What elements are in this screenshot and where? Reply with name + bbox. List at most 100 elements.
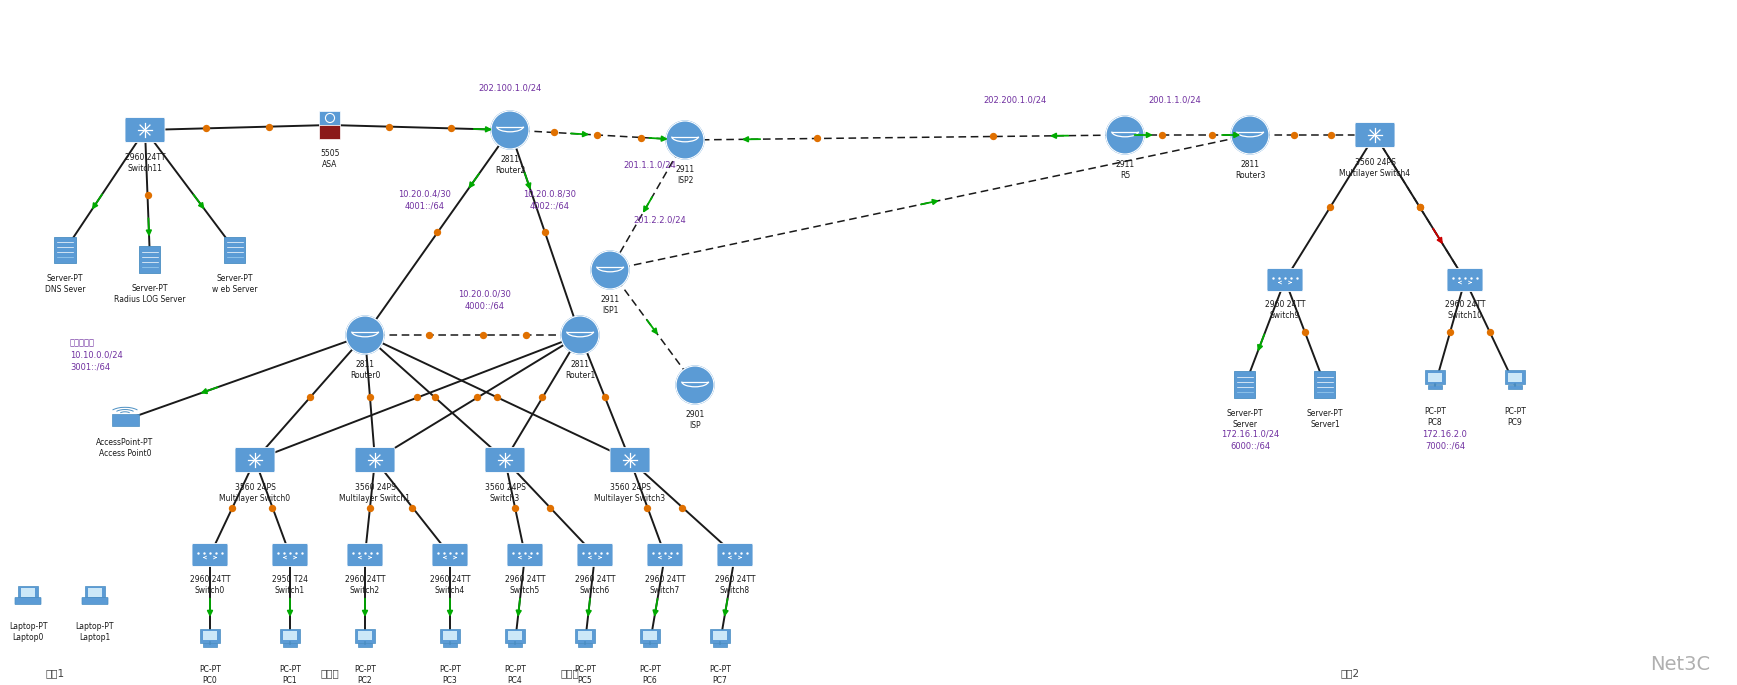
FancyBboxPatch shape (1315, 371, 1336, 399)
Point (532, 227, 559, 238)
Text: 教学楼: 教学楼 (321, 668, 339, 678)
Point (1440, 273, 1468, 284)
Text: 2960 24TT
Switch2: 2960 24TT Switch2 (344, 575, 386, 595)
Text: 2960 24TT
Switch8: 2960 24TT Switch8 (714, 575, 756, 595)
Point (1317, 129, 1344, 140)
Point (134, 190, 162, 201)
Point (575, 547, 603, 558)
FancyBboxPatch shape (712, 631, 728, 640)
Point (356, 502, 384, 513)
FancyBboxPatch shape (17, 586, 38, 599)
Text: PC-PT
PC1: PC-PT PC1 (280, 665, 301, 685)
Point (662, 547, 690, 558)
Point (469, 329, 497, 340)
Point (1407, 202, 1435, 213)
Text: 2911
ISP2: 2911 ISP2 (676, 165, 695, 186)
FancyBboxPatch shape (87, 588, 102, 597)
FancyBboxPatch shape (358, 643, 372, 647)
Point (511, 547, 538, 558)
Circle shape (665, 121, 703, 159)
FancyBboxPatch shape (1508, 373, 1522, 382)
Text: 200.1.1.0/24: 200.1.1.0/24 (1148, 95, 1202, 105)
Text: 2960 24TT
Switch7: 2960 24TT Switch7 (644, 575, 686, 595)
Point (1271, 273, 1299, 284)
FancyBboxPatch shape (710, 629, 730, 643)
Point (733, 547, 761, 558)
Point (592, 547, 620, 558)
FancyBboxPatch shape (439, 629, 460, 643)
Point (582, 547, 610, 558)
FancyBboxPatch shape (82, 597, 108, 604)
Point (1450, 273, 1478, 284)
FancyBboxPatch shape (283, 631, 297, 640)
Text: PC-PT
PC0: PC-PT PC0 (200, 665, 221, 685)
Point (587, 547, 615, 558)
Point (191, 547, 219, 558)
FancyBboxPatch shape (347, 543, 382, 566)
Text: 服务器区域
10.10.0.0/24
3001::/64: 服务器区域 10.10.0.0/24 3001::/64 (69, 338, 123, 371)
FancyBboxPatch shape (273, 543, 307, 566)
FancyBboxPatch shape (1504, 371, 1525, 384)
FancyBboxPatch shape (125, 118, 165, 142)
Point (646, 547, 674, 558)
Text: 3560 24PS
Multilayer Switch1: 3560 24PS Multilayer Switch1 (339, 483, 410, 503)
Text: PC-PT
PC3: PC-PT PC3 (439, 665, 460, 685)
FancyBboxPatch shape (646, 543, 683, 566)
Text: 2960 24TT
Switch4: 2960 24TT Switch4 (429, 575, 471, 595)
FancyBboxPatch shape (111, 414, 139, 426)
Circle shape (492, 111, 530, 149)
Point (398, 502, 426, 513)
FancyBboxPatch shape (577, 543, 613, 566)
FancyBboxPatch shape (1447, 269, 1483, 292)
Text: PC-PT
PC4: PC-PT PC4 (504, 665, 526, 685)
Text: PC-PT
PC6: PC-PT PC6 (639, 665, 662, 685)
FancyBboxPatch shape (505, 629, 525, 643)
Point (436, 547, 464, 558)
Point (339, 547, 367, 558)
Text: PC-PT
PC9: PC-PT PC9 (1504, 407, 1525, 427)
Point (483, 392, 511, 403)
Point (264, 547, 292, 558)
Point (500, 502, 528, 513)
FancyBboxPatch shape (443, 631, 457, 640)
Point (669, 502, 697, 513)
FancyBboxPatch shape (280, 629, 301, 643)
FancyBboxPatch shape (1266, 269, 1303, 292)
Point (363, 547, 391, 558)
Text: 2950 T24
Switch1: 2950 T24 Switch1 (273, 575, 307, 595)
Point (518, 547, 545, 558)
Point (351, 547, 379, 558)
Text: 2960 24TT
Switch10: 2960 24TT Switch10 (1445, 300, 1485, 321)
Text: 2960 24TT
Switch5: 2960 24TT Switch5 (505, 575, 545, 595)
FancyBboxPatch shape (283, 643, 297, 647)
FancyBboxPatch shape (1235, 371, 1256, 399)
Text: 2811
Router3: 2811 Router3 (1235, 160, 1265, 180)
Text: 10.20.0.0/30
4000::/64: 10.20.0.0/30 4000::/64 (459, 290, 511, 310)
Point (1436, 327, 1464, 338)
Text: 3560 24PS
Multilayer Switch4: 3560 24PS Multilayer Switch4 (1339, 158, 1410, 179)
FancyBboxPatch shape (16, 597, 42, 604)
Text: Laptop-PT
Laptop1: Laptop-PT Laptop1 (76, 622, 115, 643)
Text: 3560 24PS
Multilayer Switch0: 3560 24PS Multilayer Switch0 (219, 483, 290, 503)
Point (196, 547, 224, 558)
Point (201, 547, 229, 558)
FancyBboxPatch shape (485, 447, 525, 473)
Point (219, 502, 247, 513)
Point (1445, 273, 1473, 284)
Text: 2811
Router2: 2811 Router2 (495, 155, 525, 175)
Point (464, 392, 492, 403)
Text: PC-PT
PC2: PC-PT PC2 (354, 665, 375, 685)
Text: Net3C: Net3C (1650, 656, 1709, 675)
Point (441, 547, 469, 558)
Point (591, 392, 618, 403)
Point (651, 547, 679, 558)
Point (1148, 129, 1176, 140)
FancyBboxPatch shape (193, 543, 228, 566)
Point (512, 329, 540, 340)
Text: 202.100.1.0/24: 202.100.1.0/24 (478, 84, 542, 92)
Point (208, 547, 236, 558)
FancyBboxPatch shape (21, 588, 35, 597)
Point (356, 392, 384, 403)
FancyBboxPatch shape (578, 631, 592, 640)
FancyBboxPatch shape (610, 447, 650, 473)
